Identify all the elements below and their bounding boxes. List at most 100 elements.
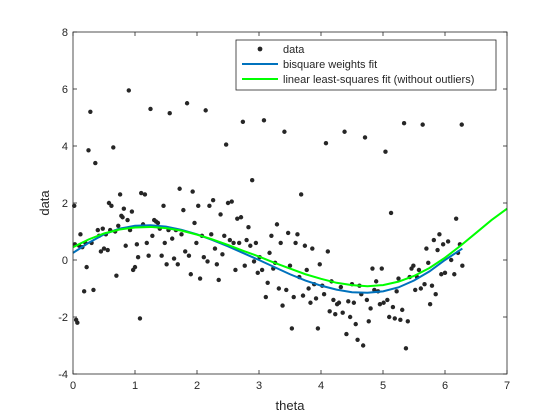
data-point	[98, 249, 104, 254]
data-point	[392, 316, 397, 321]
y-tick-label: 4	[62, 141, 68, 153]
data-point	[183, 249, 188, 254]
x-tick-label: 1	[132, 380, 138, 392]
data-point	[233, 267, 238, 273]
data-point	[416, 267, 422, 273]
data-point	[459, 122, 464, 127]
data-point	[148, 106, 153, 112]
data-point	[284, 287, 289, 293]
data-point	[209, 232, 214, 237]
data-point	[86, 148, 91, 153]
data-point	[251, 259, 257, 264]
data-point	[238, 215, 244, 220]
data-point	[340, 310, 345, 315]
data-point	[120, 215, 125, 220]
data-point	[240, 119, 246, 124]
series-data-points	[72, 88, 465, 351]
data-point	[179, 232, 184, 237]
data-point	[150, 233, 155, 238]
data-point	[167, 111, 172, 116]
y-tick-label: 8	[62, 27, 68, 39]
data-point	[188, 272, 193, 277]
data-point	[190, 189, 195, 194]
data-point	[385, 297, 390, 303]
data-point	[449, 257, 454, 263]
data-point	[231, 240, 236, 246]
data-point	[439, 272, 444, 277]
data-point	[285, 230, 291, 236]
data-point	[442, 270, 448, 276]
x-tick-label: 7	[504, 380, 510, 392]
data-point	[342, 129, 347, 134]
data-point	[422, 282, 427, 287]
data-point	[244, 237, 249, 243]
data-point	[170, 236, 175, 241]
data-point	[400, 307, 405, 313]
legend-label: data	[283, 44, 305, 56]
data-point	[411, 263, 416, 268]
data-point	[302, 243, 308, 248]
legend: data bisquare weights fit linear least-squ…	[235, 39, 497, 91]
data-point	[325, 249, 331, 254]
data-point	[355, 337, 360, 342]
data-point	[383, 149, 388, 154]
data-point	[291, 294, 296, 300]
data-point	[210, 197, 216, 203]
data-point	[203, 108, 208, 113]
data-point	[338, 284, 344, 290]
data-point	[317, 262, 322, 267]
data-point	[249, 178, 255, 183]
bisquare-fit-line	[72, 224, 463, 294]
data-point	[267, 250, 272, 256]
data-point	[413, 287, 418, 293]
data-point	[214, 262, 220, 267]
y-axis-label: data	[37, 190, 52, 216]
data-point	[105, 247, 110, 253]
data-point	[394, 289, 399, 294]
data-point	[293, 240, 298, 246]
data-point	[331, 297, 336, 303]
data-point	[269, 233, 274, 238]
data-point	[373, 279, 379, 284]
data-point	[426, 260, 431, 266]
data-point	[368, 306, 373, 311]
data-point	[116, 223, 121, 228]
data-point	[261, 118, 267, 123]
data-point	[81, 289, 87, 294]
data-point	[229, 199, 234, 204]
data-point	[155, 220, 161, 226]
data-point	[452, 272, 457, 277]
data-point	[431, 237, 437, 243]
data-point	[300, 293, 306, 298]
data-point	[109, 203, 114, 209]
data-point	[435, 247, 440, 253]
data-point	[424, 246, 429, 251]
data-point	[280, 303, 285, 308]
data-point	[192, 220, 197, 226]
data-point	[370, 266, 375, 271]
tick-layer: 0 1 2 3 4 5 6 7 -4 -2 0 2 4 6 8	[58, 27, 510, 392]
data-point	[372, 287, 377, 293]
data-point	[420, 122, 425, 127]
data-point	[205, 259, 210, 264]
data-point	[246, 225, 251, 230]
data-point	[235, 216, 240, 221]
data-point	[306, 286, 311, 291]
data-point	[310, 246, 315, 251]
data-point	[427, 301, 433, 307]
data-point	[360, 343, 366, 348]
data-point	[289, 326, 295, 331]
data-point	[278, 240, 283, 246]
data-point	[336, 300, 342, 305]
data-point	[207, 203, 212, 209]
x-tick-label: 0	[70, 380, 76, 392]
data-point	[321, 292, 327, 297]
data-point	[346, 299, 351, 304]
data-point	[121, 206, 127, 211]
data-point	[88, 109, 93, 115]
data-point	[132, 264, 138, 270]
data-point	[364, 297, 370, 303]
data-point	[175, 262, 180, 267]
data-point	[282, 129, 287, 134]
data-point	[390, 304, 396, 310]
